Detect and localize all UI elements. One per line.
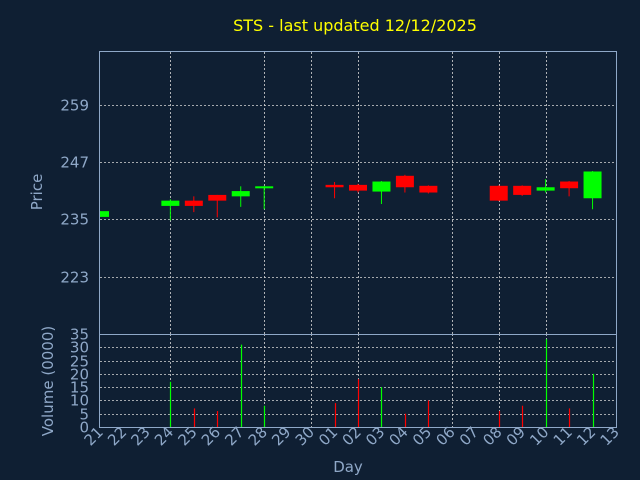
candle-08: [489, 185, 508, 202]
candle-body: [184, 200, 203, 206]
price-tick-label: 223: [60, 269, 89, 287]
candle-04: [395, 174, 414, 193]
candle-body: [419, 185, 438, 193]
candle-body: [395, 175, 414, 188]
x-axis-label: Day: [333, 458, 363, 476]
candles: [99, 171, 602, 221]
candle-body: [513, 185, 532, 195]
candle-body: [325, 184, 344, 188]
candle-28: [255, 185, 274, 210]
candle-09: [513, 185, 532, 196]
price-panel-frame: [99, 51, 617, 335]
candle-body: [560, 181, 579, 189]
volume-tick-label: 10: [70, 392, 89, 410]
volume-tick-label: 35: [70, 326, 89, 344]
volume-tick-label: 20: [70, 366, 89, 384]
candle-body: [255, 186, 274, 189]
candle-27: [231, 186, 250, 207]
candle-body: [231, 191, 250, 197]
candle-body: [100, 211, 109, 217]
price-axis-label: Price: [28, 174, 46, 211]
volume-tick-label: 15: [70, 379, 89, 397]
volume-tick-label: 5: [79, 406, 89, 424]
candle-body: [536, 187, 555, 191]
price-tick-label: 235: [60, 211, 89, 229]
candle-26: [208, 194, 227, 218]
candle-02: [349, 183, 367, 193]
candle-12: [583, 171, 602, 210]
price-ticks: 223 235 247 259: [60, 97, 89, 287]
price-grid: [100, 52, 616, 334]
price-tick-label: 259: [60, 97, 89, 115]
candle-body: [349, 184, 367, 191]
price-tick-label: 247: [60, 154, 89, 172]
volume-panel-frame: [99, 334, 617, 428]
candle-25: [184, 196, 203, 213]
candle-05: [419, 185, 438, 194]
candle-body: [489, 185, 508, 201]
volume-axis-label: Volume (0000): [39, 326, 57, 436]
candle-03: [372, 181, 391, 204]
candle-body: [161, 200, 180, 206]
candle-body: [583, 171, 602, 199]
chart-title: STS - last updated 12/12/2025: [233, 16, 477, 35]
candle-24: [161, 199, 180, 221]
candle-body: [208, 194, 227, 201]
candle-body: [372, 181, 391, 192]
candle-21: [99, 211, 109, 217]
candle-11: [560, 181, 579, 197]
candle-01: [325, 182, 344, 199]
volume-bars: [169, 339, 595, 427]
volume-tick-label: 0: [79, 419, 89, 437]
volume-tick-label: 30: [70, 339, 89, 357]
candle-10: [536, 179, 555, 193]
volume-tick-label: 25: [70, 353, 89, 371]
